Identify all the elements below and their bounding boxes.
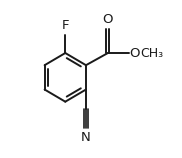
- Text: N: N: [81, 131, 91, 145]
- Text: F: F: [62, 19, 69, 32]
- Text: O: O: [129, 46, 140, 60]
- Text: O: O: [103, 13, 113, 26]
- Text: CH₃: CH₃: [140, 46, 163, 60]
